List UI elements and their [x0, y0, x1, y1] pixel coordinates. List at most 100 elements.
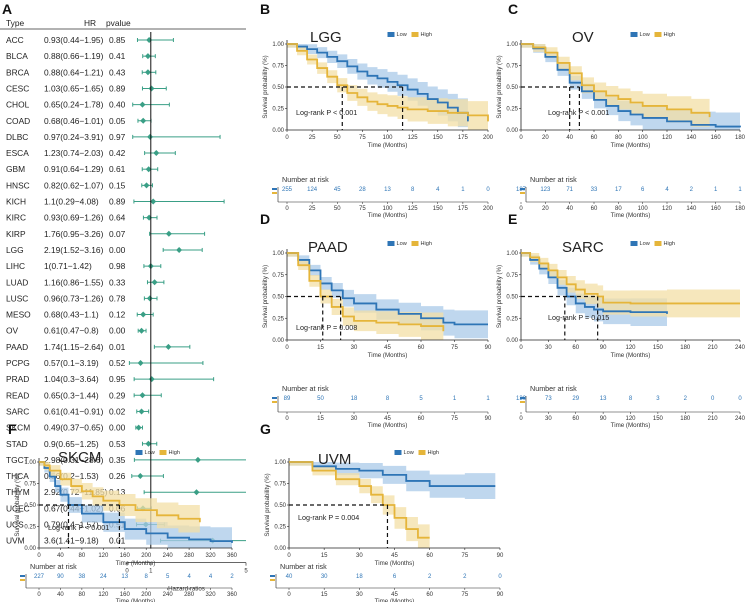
forest-pvalue: 0.53 [109, 439, 126, 449]
forest-type: KIRP [6, 229, 26, 239]
risk-x-tick-label: 280 [184, 592, 195, 598]
forest-pvalue: 0.35 [109, 455, 126, 465]
panel-f: F0.000.250.500.751.000 40 80 120 160 200 240 28… [8, 421, 238, 602]
km-curve-low [289, 461, 496, 487]
risk-count-low: 8 [629, 396, 633, 402]
risk-x-tick-label: 140 [686, 206, 697, 212]
km-x-tick-label: 210 [708, 345, 719, 351]
km-x-tick-label: 15 [321, 553, 328, 559]
forest-type: UCEC [6, 503, 30, 513]
forest-pvalue: 0.89 [109, 83, 126, 93]
legend-swatch-high [411, 241, 419, 246]
risk-count-low: 13 [600, 396, 607, 402]
km-y-tick-label: 0.50 [272, 295, 284, 301]
risk-count-low: 45 [334, 187, 341, 193]
forest-type: ESCA [6, 148, 29, 158]
forest-row: BLCA 0.88(0.66−1.19) 0.41 [6, 51, 156, 61]
km-y-tick-label: 0.50 [24, 503, 36, 509]
forest-type: CHOL [6, 100, 30, 110]
forest-hr-text: 0.82(0.62−1.07) [44, 180, 104, 190]
risk-x-tick-label: 160 [711, 206, 722, 212]
km-y-tick-label: 1.00 [506, 251, 518, 257]
km-ci-band-high [287, 44, 488, 130]
km-x-tick-label: 100 [382, 135, 393, 141]
km-y-tick-label: 0.50 [272, 85, 284, 91]
risk-count-low: 29 [572, 396, 579, 402]
km-title: SKCM [58, 449, 101, 466]
km-x-tick-label: 0 [287, 553, 291, 559]
forest-pvalue: 0.42 [109, 148, 126, 158]
risk-x-axis-label: Time (Months) [116, 598, 156, 602]
risk-x-tick-label: 100 [638, 206, 649, 212]
km-x-tick-label: 0 [519, 345, 523, 351]
forest-hr-diamond [151, 279, 158, 286]
forest-type: ACC [6, 35, 24, 45]
risk-x-tick-label: 120 [98, 592, 109, 598]
risk-count-low: 40 [286, 574, 293, 580]
forest-hr-text: 0.68(0.46−1.01) [44, 116, 104, 126]
forest-hr-diamond [148, 85, 155, 92]
km-logrank-pvalue: Log-rank P < 0.001 [296, 108, 357, 117]
km-y-tick-label: 0.25 [506, 316, 518, 322]
risk-x-tick-label: 75 [359, 206, 366, 212]
km-curve-high [287, 252, 445, 332]
risk-x-tick-label: 80 [79, 592, 86, 598]
forest-row: OV 0.61(0.47−0.8) 0.00 [6, 326, 147, 336]
forest-row: PCPG 0.57(0.1−3.19) 0.52 [6, 358, 204, 368]
forest-pvalue: 0.78 [109, 293, 126, 303]
km-x-tick-label: 200 [141, 553, 152, 559]
legend-swatch-low [630, 241, 638, 246]
km-title: UVM [318, 451, 351, 468]
risk-count-low: 2 [463, 574, 467, 580]
forest-header-hr: HR [84, 18, 96, 28]
forest-hr-text: 1.23(0.74−2.03) [44, 148, 104, 158]
forest-hr-text: 2.19(1.52−3.16) [44, 245, 104, 255]
legend-swatch-low [630, 32, 638, 37]
risk-x-tick-label: 50 [334, 206, 341, 212]
legend-label-high: High [421, 32, 433, 38]
risk-x-tick-label: 30 [351, 416, 358, 422]
forest-x-axis-label: Hazard ratios [168, 586, 205, 593]
risk-count-low: 73 [545, 396, 552, 402]
forest-type: LUAD [6, 277, 28, 287]
km-x-tick-label: 160 [120, 553, 131, 559]
risk-x-tick-label: 180 [735, 206, 746, 212]
forest-hr-diamond [144, 53, 151, 60]
forest-pvalue: 0.33 [109, 277, 126, 287]
km-x-tick-label: 50 [334, 135, 341, 141]
risk-count-low: 18 [356, 574, 363, 580]
risk-x-tick-label: 40 [566, 206, 573, 212]
forest-type: HNSC [6, 180, 30, 190]
forest-hr-text: 0.56(0.2−1.53) [44, 471, 99, 481]
km-ci-band-high [39, 462, 200, 537]
risk-x-tick-label: 320 [206, 592, 217, 598]
risk-x-axis-label: Time (Months) [368, 212, 408, 219]
km-x-tick-label: 45 [391, 553, 398, 559]
risk-x-tick-label: 125 [408, 206, 419, 212]
legend-swatch-high [418, 450, 426, 455]
km-ci-band-low [289, 462, 496, 501]
forest-type: THYM [6, 487, 30, 497]
risk-count-low: 24 [100, 574, 107, 580]
forest-hr-text: 0.61(0.41−0.91) [44, 406, 104, 416]
forest-x-tick-label: 1 [149, 569, 153, 575]
forest-pvalue: 0.43 [109, 67, 126, 77]
forest-pvalue: 0.26 [109, 471, 126, 481]
risk-x-tick-label: 150 [653, 416, 664, 422]
forest-hr-text: 0.68(0.43−1.1) [44, 310, 99, 320]
forest-pvalue: 0.00 [109, 423, 126, 433]
forest-type: GBM [6, 164, 25, 174]
risk-count-low: 38 [79, 574, 86, 580]
risk-count-low: 255 [282, 187, 293, 193]
panel-label-d: D [260, 211, 270, 227]
risk-count-low: 71 [566, 187, 573, 193]
km-x-tick-label: 125 [408, 135, 419, 141]
risk-x-tick-label: 120 [625, 416, 636, 422]
forest-row: THCA 0.56(0.2−1.53) 0.26 [6, 471, 164, 481]
km-curve-high [287, 43, 489, 122]
km-x-tick-label: 30 [356, 553, 363, 559]
km-x-tick-label: 75 [451, 345, 458, 351]
risk-x-tick-label: 80 [615, 206, 622, 212]
forest-hr-text: 0.93(0.69−1.26) [44, 213, 104, 223]
